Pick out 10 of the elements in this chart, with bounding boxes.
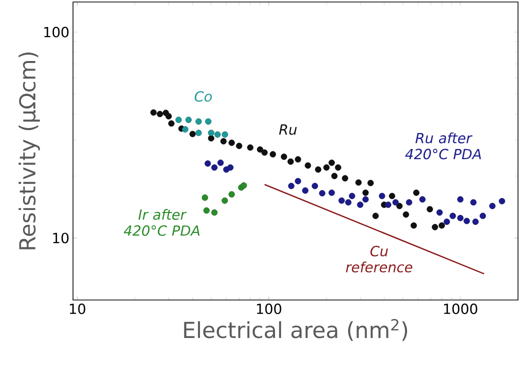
- x-tick-label: 1000: [444, 304, 478, 314]
- series-label: Ir after 420°C PDA: [124, 209, 200, 236]
- series-label: Co: [194, 91, 212, 102]
- x-tick-label: 10: [70, 304, 86, 314]
- series-label: Ru: [279, 124, 297, 135]
- series-label: Cu reference: [346, 246, 412, 272]
- y-axis-title: Resistivity (µΩcm): [18, 52, 40, 250]
- x-axis-title: Electrical area (nm$^{2}$): [184, 318, 408, 341]
- x-tick-label: 100: [256, 304, 282, 314]
- text: Ru after 420°C PDA: [405, 132, 481, 160]
